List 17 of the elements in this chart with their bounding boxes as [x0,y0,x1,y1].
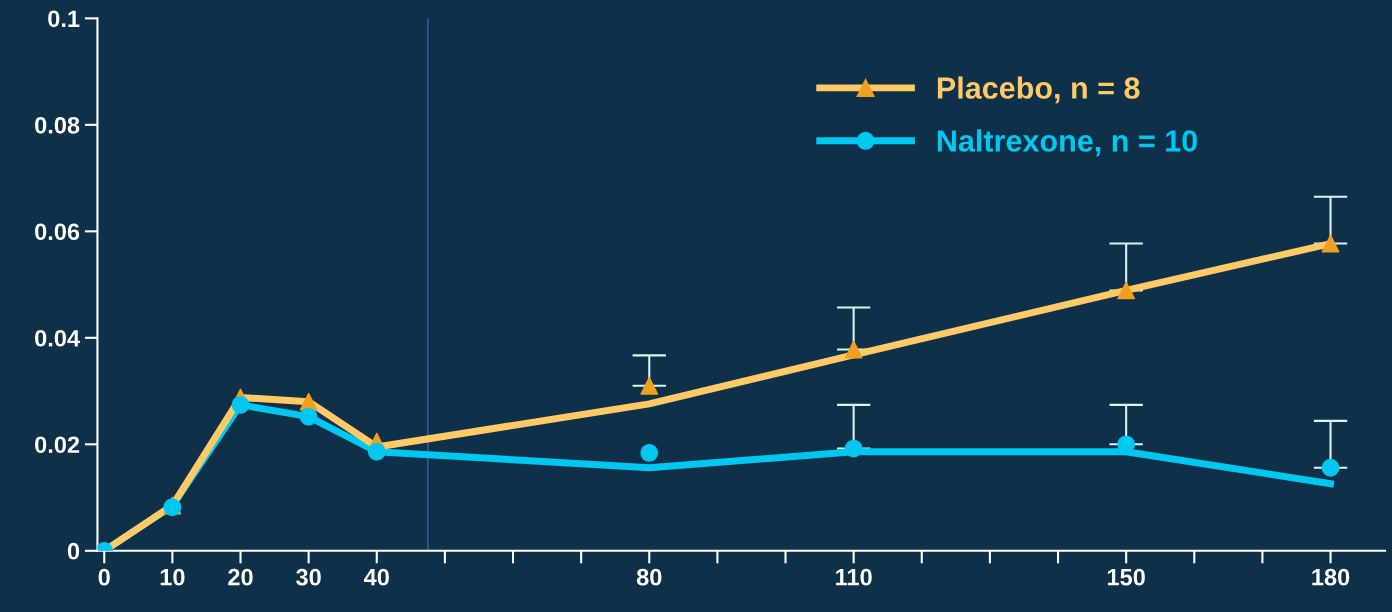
x-tick-label: 180 [1312,568,1350,586]
y-tick-label: 0 [67,542,80,560]
y-tick-label: 0.02 [35,436,80,454]
legend-label: Placebo, n = 8 [937,76,1140,104]
legend-label: Naltrexone, n = 10 [937,129,1197,157]
y-tick-label: 0.08 [35,116,80,134]
x-tick-label: 0 [98,568,110,586]
x-tick-label: 40 [363,568,389,586]
y-tick-label: 0.06 [35,223,80,241]
x-tick-label: 10 [160,568,185,586]
x-tick-label: 20 [228,568,253,586]
x-tick-label: 110 [836,568,872,586]
x-tick-label: 30 [296,568,321,586]
y-tick-label: 0.1 [48,10,80,28]
x-tick-label: 150 [1107,568,1145,586]
x-tick-label: 80 [636,568,662,586]
y-tick-label: 0.04 [35,329,80,347]
